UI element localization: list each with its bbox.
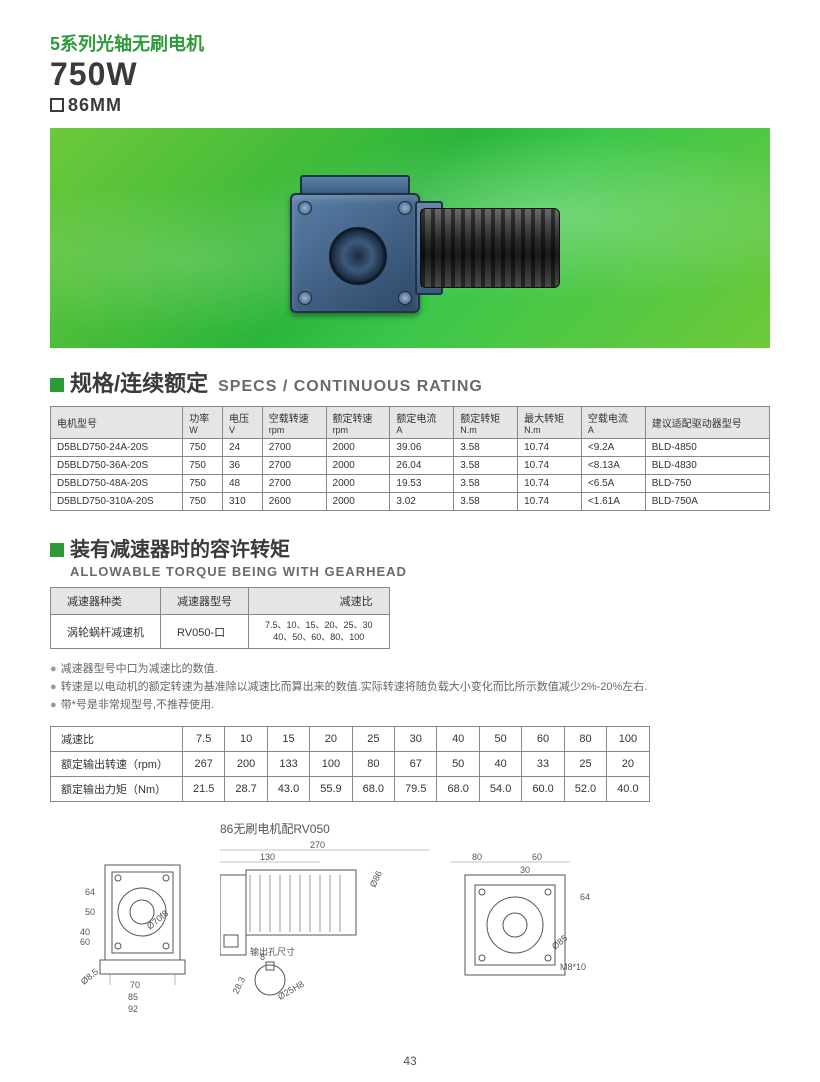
svg-text:40: 40 bbox=[80, 927, 90, 937]
spec-col: 最大转矩N.m bbox=[518, 407, 582, 439]
svg-text:Ø8.5: Ø8.5 bbox=[80, 967, 100, 987]
svg-text:60: 60 bbox=[80, 937, 90, 947]
notes-block: ●减速器型号中口为减速比的数值. ●转速是以电动机的额定转速为基准除以减速比而算… bbox=[50, 661, 770, 714]
spec-col: 电压V bbox=[222, 407, 262, 439]
torque-table: 减速比7.5101520253040506080100额定输出转速（rpm）26… bbox=[50, 726, 650, 802]
gearhead-table: 减速器种类 减速器型号 减速比 涡轮蜗杆减速机 RV050-口 7.5、10、1… bbox=[50, 587, 390, 649]
specs-title: 规格/连续额定 SPECS / CONTINUOUS RATING bbox=[50, 366, 770, 398]
motor-illustration bbox=[260, 153, 560, 323]
specs-table: 电机型号功率W电压V空载转速rpm额定转速rpm额定电流A额定转矩N.m最大转矩… bbox=[50, 406, 770, 511]
svg-text:Ø70f8: Ø70f8 bbox=[145, 908, 170, 931]
spec-row: D5BLD750-310A-20S750310260020003.023.581… bbox=[51, 493, 770, 511]
torque-row: 减速比7.5101520253040506080100 bbox=[51, 727, 650, 752]
hero-banner bbox=[50, 128, 770, 348]
drawing-left-view: 64 50 60 40 70 85 92 Ø8.5 Ø70f8 bbox=[80, 840, 210, 1020]
gear-col: 减速器型号 bbox=[161, 588, 249, 615]
svg-text:Ø25H8: Ø25H8 bbox=[276, 979, 306, 1000]
svg-text:8: 8 bbox=[260, 952, 265, 962]
drawing-side-view: 270 130 Ø86 输出孔尺寸 8 28.3 Ø25H8 bbox=[220, 840, 440, 1000]
svg-text:85: 85 bbox=[128, 992, 138, 1002]
spec-row: D5BLD750-24A-20S750242700200039.063.5810… bbox=[51, 439, 770, 457]
gear-model: RV050-口 bbox=[161, 615, 249, 649]
spec-col: 电机型号 bbox=[51, 407, 183, 439]
size-title: 86MM bbox=[50, 95, 770, 116]
svg-text:输出孔尺寸: 输出孔尺寸 bbox=[250, 946, 295, 957]
svg-text:130: 130 bbox=[260, 852, 275, 862]
drawing-front-view: 80 60 30 64 Ø85 M8*10 bbox=[450, 840, 610, 1000]
svg-text:70: 70 bbox=[130, 980, 140, 990]
spec-col: 功率W bbox=[183, 407, 223, 439]
svg-text:50: 50 bbox=[85, 907, 95, 917]
series-prefix: 5 bbox=[50, 34, 60, 54]
spec-col: 空载转速rpm bbox=[262, 407, 326, 439]
torque-row: 额定输出转速（rpm）26720013310080675040332520 bbox=[51, 752, 650, 777]
gear-col: 减速比 bbox=[249, 588, 390, 615]
torque-row: 额定输出力矩（Nm）21.528.743.055.968.079.568.054… bbox=[51, 777, 650, 802]
spec-row: D5BLD750-36A-20S750362700200026.043.5810… bbox=[51, 457, 770, 475]
spec-col: 额定转速rpm bbox=[326, 407, 390, 439]
svg-text:92: 92 bbox=[128, 1004, 138, 1014]
gear-ratios: 7.5、10、15、20、25、30 40、50、60、80、100 bbox=[249, 615, 390, 649]
technical-drawing: 86无刷电机配RV050 64 50 60 40 70 85 92 Ø8.5 Ø… bbox=[50, 820, 770, 1010]
gear-type: 涡轮蜗杆减速机 bbox=[51, 615, 161, 649]
gear-col: 减速器种类 bbox=[51, 588, 161, 615]
spec-col: 建议适配驱动器型号 bbox=[645, 407, 769, 439]
svg-text:64: 64 bbox=[85, 887, 95, 897]
series-title: 5系列光轴无刷电机 bbox=[50, 30, 770, 56]
page-number: 43 bbox=[403, 1054, 416, 1068]
page-header: 5系列光轴无刷电机 750W 86MM bbox=[50, 30, 770, 116]
spec-col: 空载电流A bbox=[581, 407, 645, 439]
torque-title: 装有减速器时的容许转矩 ALLOWABLE TORQUE BEING WITH … bbox=[50, 533, 770, 579]
svg-text:64: 64 bbox=[580, 892, 590, 902]
svg-text:28.3: 28.3 bbox=[231, 975, 247, 995]
svg-text:Ø85: Ø85 bbox=[550, 933, 569, 952]
spec-col: 额定电流A bbox=[390, 407, 454, 439]
spec-col: 额定转矩N.m bbox=[454, 407, 518, 439]
series-text: 系列光轴无刷电机 bbox=[60, 34, 204, 54]
svg-text:80: 80 bbox=[472, 852, 482, 862]
wattage-title: 750W bbox=[50, 56, 770, 93]
svg-text:Ø86: Ø86 bbox=[368, 869, 384, 889]
spec-row: D5BLD750-48A-20S750482700200019.533.5810… bbox=[51, 475, 770, 493]
svg-text:M8*10: M8*10 bbox=[560, 962, 586, 972]
svg-text:60: 60 bbox=[532, 852, 542, 862]
svg-text:30: 30 bbox=[520, 865, 530, 875]
svg-text:270: 270 bbox=[310, 840, 325, 850]
